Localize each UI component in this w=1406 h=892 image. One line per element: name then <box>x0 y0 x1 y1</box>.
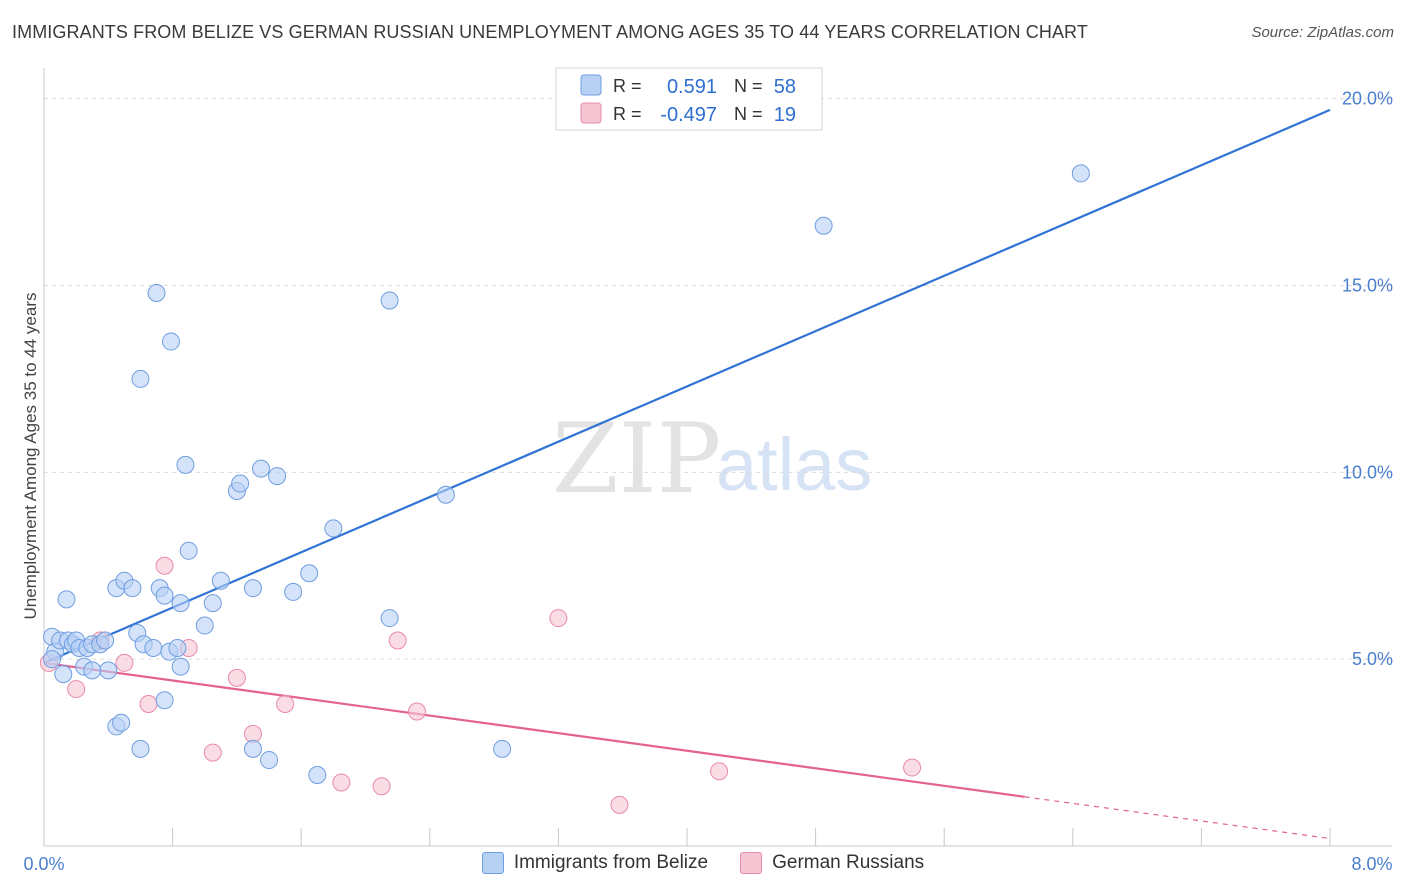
data-point-belize[interactable] <box>211 571 230 590</box>
series-swatch-blue <box>481 852 504 874</box>
data-point-belize[interactable] <box>171 594 190 613</box>
correlation-legend: R = 0.591 N = 58 R = -0.497 N = 19 <box>555 67 823 131</box>
trend-line-german-russians <box>43 661 1025 798</box>
legend-n-value-2: 19 <box>774 104 796 126</box>
data-point-belize[interactable] <box>54 665 73 684</box>
data-point-belize[interactable] <box>260 751 279 770</box>
legend-n-value-1: 58 <box>774 76 796 98</box>
data-point-german-russians[interactable] <box>332 773 351 792</box>
data-point-belize[interactable] <box>155 691 174 710</box>
series-legend: Immigrants from Belize German Russians <box>0 852 1406 874</box>
data-point-belize[interactable] <box>112 713 131 732</box>
data-point-belize[interactable] <box>203 594 222 613</box>
series-swatch-pink <box>740 852 763 874</box>
series-legend-item-belize[interactable]: Immigrants from Belize <box>481 852 709 874</box>
legend-r-value-2: -0.497 <box>660 104 717 126</box>
data-point-belize[interactable] <box>243 739 262 758</box>
data-point-belize[interactable] <box>179 541 198 560</box>
data-point-belize[interactable] <box>814 216 833 235</box>
data-point-german-russians[interactable] <box>549 609 568 628</box>
data-point-belize[interactable] <box>147 283 166 302</box>
data-point-belize[interactable] <box>231 474 250 493</box>
data-point-german-russians[interactable] <box>610 795 629 814</box>
data-point-belize[interactable] <box>161 332 180 351</box>
legend-swatch-blue <box>580 74 602 96</box>
data-point-german-russians[interactable] <box>276 695 295 714</box>
x-tick-label-max: 8.0% <box>1351 854 1392 874</box>
trend-line-german-russians-extension <box>1024 796 1331 840</box>
data-point-belize[interactable] <box>380 291 399 310</box>
legend-n-label-2: N = <box>734 104 763 124</box>
legend-n-label-1: N = <box>734 76 763 96</box>
data-point-german-russians[interactable] <box>139 695 158 714</box>
data-point-german-russians[interactable] <box>67 680 86 699</box>
data-point-german-russians[interactable] <box>227 668 246 687</box>
data-point-belize[interactable] <box>176 455 195 474</box>
y-tick-label: 5.0% <box>1352 649 1393 669</box>
watermark-zip: ZIP <box>552 403 721 515</box>
data-point-german-russians[interactable] <box>203 743 222 762</box>
y-tick-label: 15.0% <box>1342 276 1393 296</box>
data-point-belize[interactable] <box>57 590 76 609</box>
data-point-belize[interactable] <box>243 579 262 598</box>
trend-line-belize <box>43 108 1331 664</box>
source-label: Source: ZipAtlas.com <box>1251 24 1394 41</box>
data-point-belize[interactable] <box>96 631 115 650</box>
data-point-belize[interactable] <box>308 766 327 785</box>
data-point-belize[interactable] <box>380 609 399 628</box>
data-point-belize[interactable] <box>43 650 62 669</box>
legend-r-label-1: R = <box>613 76 642 96</box>
data-point-german-russians[interactable] <box>388 631 407 650</box>
data-point-german-russians[interactable] <box>903 758 922 777</box>
series-legend-label: German Russians <box>772 852 925 873</box>
data-point-belize[interactable] <box>436 485 455 504</box>
data-point-belize[interactable] <box>1071 164 1090 183</box>
data-point-belize[interactable] <box>99 661 118 680</box>
data-point-belize[interactable] <box>252 459 271 478</box>
data-point-belize[interactable] <box>324 519 343 538</box>
data-point-belize[interactable] <box>171 657 190 676</box>
data-point-belize[interactable] <box>300 564 319 583</box>
y-tick-label: 10.0% <box>1342 462 1393 482</box>
data-point-belize[interactable] <box>168 638 187 657</box>
y-tick-label: 20.0% <box>1342 89 1393 109</box>
data-point-belize[interactable] <box>155 586 174 605</box>
data-point-belize[interactable] <box>144 638 163 657</box>
data-point-german-russians[interactable] <box>372 777 391 796</box>
series-legend-item-german-russians[interactable]: German Russians <box>740 852 924 874</box>
chart-title: IMMIGRANTS FROM BELIZE VS GERMAN RUSSIAN… <box>12 22 1088 42</box>
data-point-belize[interactable] <box>123 579 142 598</box>
data-point-belize[interactable] <box>131 739 150 758</box>
data-point-german-russians[interactable] <box>407 702 426 721</box>
data-point-german-russians[interactable] <box>155 556 174 575</box>
data-point-belize[interactable] <box>268 467 287 486</box>
legend-r-value-1: 0.591 <box>667 76 717 98</box>
watermark-atlas: atlas <box>716 423 872 506</box>
x-tick-label-min: 0.0% <box>23 854 64 874</box>
data-point-belize[interactable] <box>284 582 303 601</box>
data-point-german-russians[interactable] <box>710 762 729 781</box>
data-point-belize[interactable] <box>195 616 214 635</box>
data-point-belize[interactable] <box>493 739 512 758</box>
data-point-belize[interactable] <box>131 369 150 388</box>
series-legend-label: Immigrants from Belize <box>513 852 709 873</box>
data-point-german-russians[interactable] <box>115 653 134 672</box>
y-axis-title: Unemployment Among Ages 35 to 44 years <box>21 293 40 620</box>
legend-r-label-2: R = <box>613 104 642 124</box>
legend-swatch-pink <box>580 102 602 124</box>
data-point-belize[interactable] <box>83 661 102 680</box>
